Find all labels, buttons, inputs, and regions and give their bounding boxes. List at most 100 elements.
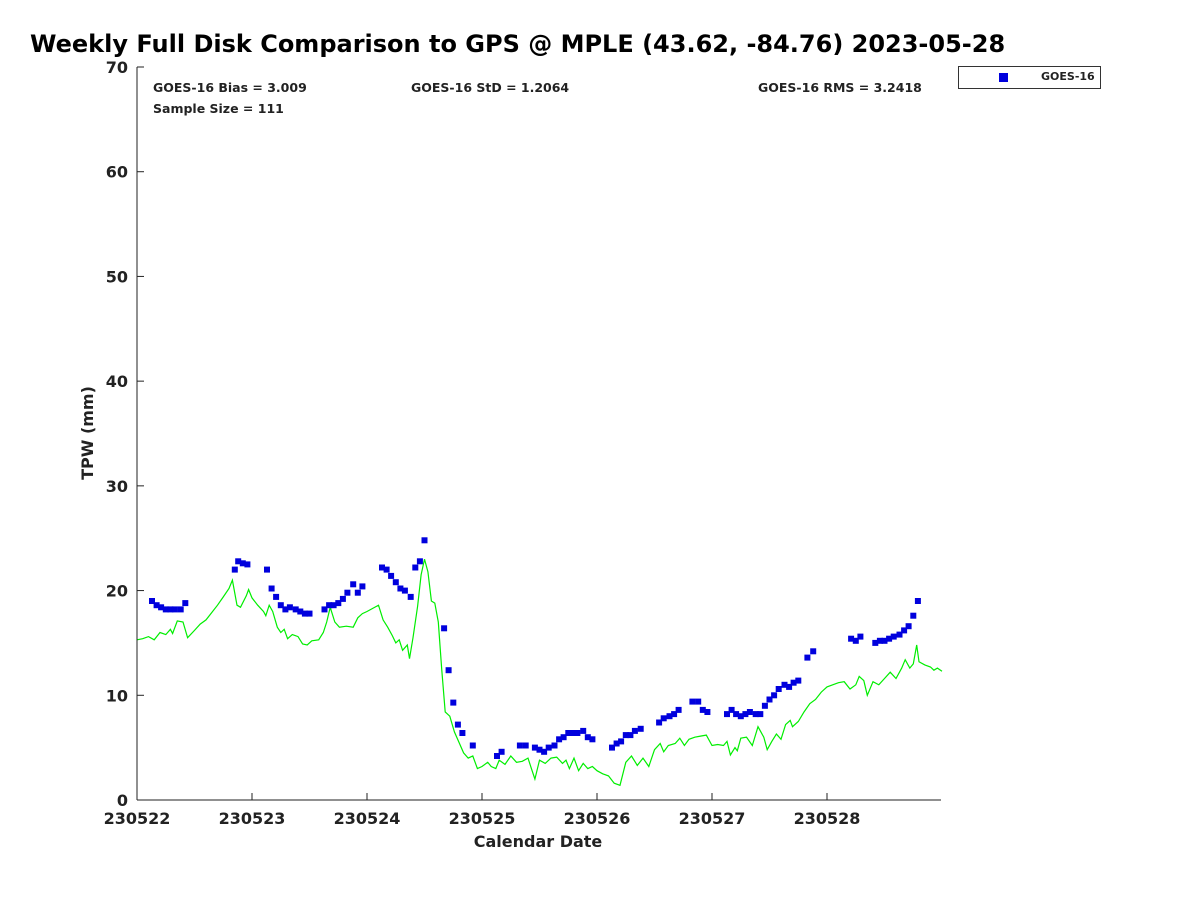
goes-data-point [407,593,414,600]
goes-data-point [235,558,242,565]
goes-data-point [282,606,289,613]
goes-data-point [733,711,740,718]
goes-data-point [306,610,313,617]
goes-data-point [757,711,764,718]
gps-series-line [136,559,943,787]
goes-data-point [354,589,361,596]
x-tick-label: 230524 [334,809,401,828]
legend: GOES-16 [958,66,1101,89]
goes-data-point [273,593,280,600]
goes-data-point [876,637,883,644]
goes-data-point [675,706,682,713]
goes-data-point [536,746,543,753]
goes-data-point [516,742,523,749]
goes-data-point [450,699,457,706]
goes-data-point [397,585,404,592]
goes-data-point [872,639,879,646]
goes-data-point [416,558,423,565]
goes-data-point [766,696,773,703]
gps-line-layer [136,559,943,787]
goes-data-point [890,633,897,640]
goes-data-point [746,709,753,715]
goes-data-point [810,648,817,655]
goes-data-point [852,637,859,644]
y-tick-label: 60 [106,163,128,182]
goes-data-point [383,566,390,573]
goes-data-point [264,566,270,573]
y-axis-title: TPW (mm) [78,386,97,480]
goes-data-point [671,711,678,718]
goes-data-point [724,711,730,718]
goes-data-point [910,612,917,619]
goes-data-point [660,715,667,722]
bias-stat: GOES-16 Bias = 3.009 [153,80,307,95]
goes-data-point [344,589,351,596]
chart-title: Weekly Full Disk Comparison to GPS @ MPL… [30,30,1006,58]
goes-data-point [541,748,548,755]
goes-data-point [297,608,304,615]
goes-data-point [795,677,802,684]
goes-data-point [158,604,165,611]
goes-data-point [901,627,908,634]
goes-data-point [689,698,696,705]
goes-data-point [781,681,788,688]
goes-data-point [231,566,238,573]
goes-data-point [330,602,337,609]
goes-data-point [171,606,178,613]
legend-square-marker-icon [999,73,1008,82]
x-tick-label: 230527 [679,809,746,828]
goes-data-point [551,742,558,749]
goes-data-point [914,598,921,604]
goes-data-point [737,713,744,720]
goes-data-point [286,604,293,611]
goes-data-point [522,742,529,749]
goes-data-point [569,730,576,736]
goes-data-point [560,734,567,741]
goes-data-point [301,610,308,617]
goes-data-point [565,730,572,736]
goes-data-point [556,736,563,743]
x-axis-title: Calendar Date [474,832,603,851]
y-tick-label: 20 [106,582,128,601]
goes-points-layer [149,537,921,759]
goes-data-point [886,635,893,642]
x-tick-label: 230525 [449,809,516,828]
goes-data-point [379,564,385,571]
goes-data-point [666,713,673,720]
goes-data-point [392,579,399,586]
goes-data-point [239,560,246,567]
goes-data-point [335,600,342,607]
y-tick-label: 70 [106,58,128,77]
goes-data-point [742,711,749,718]
y-tick-label: 50 [106,267,128,286]
sample-size-stat: Sample Size = 111 [153,101,284,116]
goes-data-point [627,732,634,739]
axes: 0 10 20 30 40 50 60 70 230522 230523 230524 230525 2… [104,58,941,828]
y-tick-label: 0 [117,791,128,810]
y-tick-label: 40 [106,372,128,391]
goes-data-point [167,606,174,613]
goes-data-point [494,753,500,759]
goes-data-point [857,633,864,640]
goes-data-point [775,686,782,692]
goes-data-point [637,725,644,732]
goes-data-point [786,683,793,690]
goes-data-point [589,736,596,743]
goes-data-point [656,719,663,726]
goes-data-point [699,706,706,713]
goes-data-point [153,602,160,609]
x-tick-label: 230526 [564,809,631,828]
goes-data-point [244,561,251,568]
goes-data-point [388,572,395,579]
goes-data-point [704,709,711,715]
goes-data-point [609,744,615,751]
goes-data-point [326,602,333,609]
goes-data-point [268,585,275,592]
goes-data-point [321,606,328,613]
goes-data-point [771,692,778,699]
goes-data-point [421,537,428,544]
goes-data-point [177,606,184,613]
x-tick-label: 230528 [794,809,861,828]
goes-data-point [339,595,346,602]
goes-data-point [162,606,169,613]
